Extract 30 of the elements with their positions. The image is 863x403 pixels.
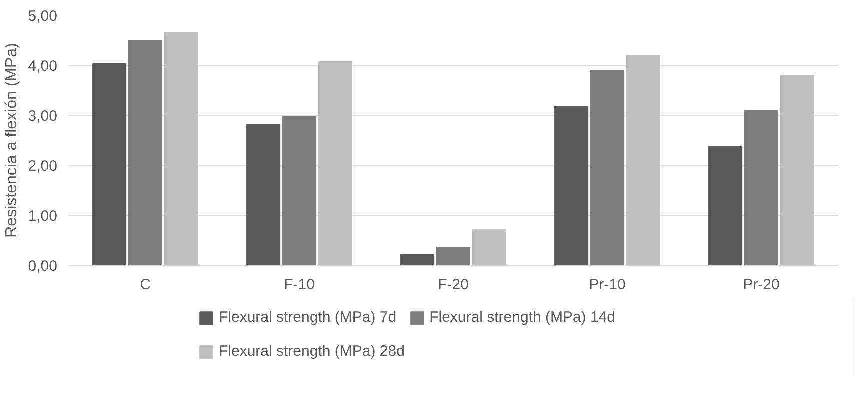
bar: [282, 116, 317, 266]
bar: [554, 106, 589, 266]
bar: [436, 247, 471, 266]
x-tick-label: C: [140, 276, 152, 294]
y-tick-label: 3,00: [28, 108, 58, 125]
bar: [708, 146, 743, 266]
y-tick-label: 4,00: [28, 58, 58, 75]
legend-label: Flexural strength (MPa) 7d: [219, 309, 397, 326]
y-tick-label: 1,00: [28, 208, 58, 225]
x-tick-label: F-20: [438, 276, 469, 294]
bar: [400, 254, 435, 266]
bar: [92, 64, 127, 266]
bar: [246, 124, 281, 266]
bar: [318, 62, 352, 266]
legend-label: Flexural strength (MPa) 14d: [430, 309, 616, 326]
y-tick-label: 5,00: [28, 8, 58, 25]
y-axis-title: Resistencia a flexión (MPa): [3, 43, 20, 238]
legend-label: Flexural strength (MPa) 28d: [219, 343, 405, 360]
bar: [472, 229, 506, 266]
x-tick-label: F-10: [284, 276, 315, 294]
bar: [626, 55, 660, 266]
bar: [744, 110, 779, 266]
bar: [780, 75, 814, 266]
bar: [590, 70, 625, 266]
x-tick-label: Pr-10: [589, 276, 626, 294]
bar: [128, 40, 163, 266]
bar: [164, 32, 198, 266]
y-tick-label: 2,00: [28, 158, 58, 175]
y-tick-label: 0,00: [28, 258, 58, 275]
x-tick-label: Pr-20: [743, 276, 780, 294]
